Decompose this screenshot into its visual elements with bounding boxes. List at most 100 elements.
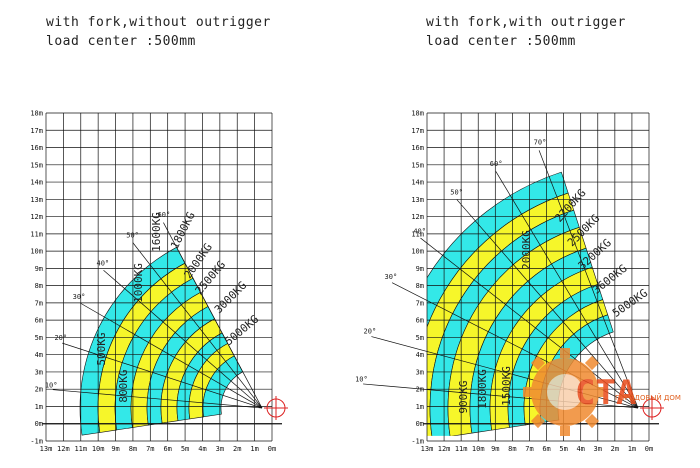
boom-angle-label: 30° bbox=[73, 293, 86, 301]
x-tick-label: 2m bbox=[233, 445, 241, 453]
y-tick-label: 7m bbox=[35, 299, 43, 307]
y-tick-label: 14m bbox=[411, 179, 424, 187]
load-chart-without-outrigger: with fork,without outrigger load center … bbox=[30, 15, 288, 453]
y-tick-label: 10m bbox=[411, 248, 424, 256]
load-zone-label: 500KG bbox=[95, 332, 108, 365]
y-tick-label: 10m bbox=[30, 248, 43, 256]
load-chart-svg: 18m 17m 16m 15m 14m 13m 12m 11m 10m 9m 8m 7m 6m 5m 4m 3… bbox=[30, 110, 288, 453]
boom-angle-label: 10° bbox=[45, 381, 58, 389]
y-tick-label: 2m bbox=[416, 386, 424, 394]
x-tick-label: 4m bbox=[576, 445, 584, 453]
y-tick-label: 16m bbox=[411, 144, 424, 152]
y-tick-label: 18m bbox=[30, 110, 43, 118]
boom-angle-label: 20° bbox=[54, 334, 67, 342]
y-tick-label: -1m bbox=[30, 438, 43, 446]
x-tick-label: 8m bbox=[129, 445, 137, 453]
y-tick-label: 15m bbox=[411, 161, 424, 169]
x-tick-label: 7m bbox=[146, 445, 154, 453]
x-tick-label: 0m bbox=[645, 445, 653, 453]
x-tick-label: 3m bbox=[594, 445, 602, 453]
y-tick-label: 17m bbox=[30, 127, 43, 135]
boom-angle-line bbox=[103, 269, 263, 409]
x-tick-label: 12m bbox=[438, 445, 451, 453]
load-zone-label: 800KG bbox=[117, 369, 130, 402]
x-tick-label: 8m bbox=[508, 445, 516, 453]
y-tick-label: 12m bbox=[30, 213, 43, 221]
boom-angle-line bbox=[79, 302, 263, 409]
boom-angle-line bbox=[495, 171, 639, 409]
y-tick-label: 8m bbox=[35, 282, 43, 290]
y-tick-label: 13m bbox=[411, 196, 424, 204]
chart-title: with fork,with outrigger bbox=[426, 15, 626, 30]
gear-logo-icon: СТА bbox=[523, 348, 636, 436]
y-tick-label: 2m bbox=[35, 386, 43, 394]
x-tick-label: 9m bbox=[491, 445, 499, 453]
y-tick-label: 11m bbox=[411, 230, 424, 238]
x-tick-label: 7m bbox=[525, 445, 533, 453]
y-tick-label: 9m bbox=[35, 265, 43, 273]
boom-angle-label: 40° bbox=[413, 228, 426, 236]
x-tick-label: 0m bbox=[268, 445, 276, 453]
watermark-logo: СТА ГОРОДОВЫЙ ДОМ bbox=[523, 342, 693, 442]
x-tick-label: 13m bbox=[421, 445, 434, 453]
chart-root: 18m 17m 16m 15m 14m 13m 12m 11m 10m 9m 8m 7m 6m 5m 4m 3… bbox=[355, 110, 664, 453]
load-zone-band bbox=[427, 171, 569, 329]
y-tick-label: 9m bbox=[416, 265, 424, 273]
load-zone-label: 3000KG bbox=[212, 279, 249, 316]
y-tick-label: 17m bbox=[411, 127, 424, 135]
y-tick-label: 4m bbox=[416, 351, 424, 359]
boom-angle-line bbox=[456, 199, 639, 409]
load-zone-label: 1000KG bbox=[132, 263, 145, 303]
x-tick-label: 1m bbox=[250, 445, 258, 453]
y-tick-label: 15m bbox=[30, 161, 43, 169]
y-tick-label: 0m bbox=[35, 420, 43, 428]
y-tick-label: 7m bbox=[416, 299, 424, 307]
load-zone-label: 1600KG bbox=[150, 212, 163, 252]
x-tick-label: 10m bbox=[472, 445, 485, 453]
y-tick-label: -1m bbox=[411, 438, 424, 446]
load-zone-label: 1500KG bbox=[500, 366, 513, 406]
x-tick-label: 5m bbox=[181, 445, 189, 453]
x-tick-label: 6m bbox=[542, 445, 550, 453]
x-tick-label: 10m bbox=[92, 445, 105, 453]
y-tick-label: 4m bbox=[35, 351, 43, 359]
load-chart-svg: 18m 17m 16m 15m 14m 13m 12m 11m 10m 9m 8m 7m 6m 5m 4m 3… bbox=[355, 110, 664, 453]
chart-title: with fork,without outrigger bbox=[46, 15, 271, 30]
load-zone-label: 1800KG bbox=[476, 369, 489, 409]
y-tick-label: 1m bbox=[35, 403, 43, 411]
y-tick-label: 3m bbox=[35, 368, 43, 376]
x-tick-label: 6m bbox=[163, 445, 171, 453]
boom-angle-label: 30° bbox=[385, 273, 398, 281]
x-tick-label: 3m bbox=[216, 445, 224, 453]
x-tick-label: 12m bbox=[57, 445, 70, 453]
boom-angle-label: 20° bbox=[364, 328, 377, 336]
y-tick-label: 6m bbox=[416, 317, 424, 325]
x-tick-label: 5m bbox=[559, 445, 567, 453]
boom-angle-line bbox=[52, 389, 263, 409]
x-tick-label: 1m bbox=[628, 445, 636, 453]
boom-angle-label: 40° bbox=[96, 260, 109, 268]
load-zone-label: 2000KG bbox=[520, 230, 533, 270]
boom-angle-label: 60° bbox=[490, 160, 503, 168]
boom-angle-line bbox=[163, 222, 263, 409]
load-zone-label: 1800KG bbox=[168, 210, 198, 251]
y-tick-label: 5m bbox=[416, 334, 424, 342]
svg-text:СТА: СТА bbox=[575, 373, 636, 413]
x-tick-label: 13m bbox=[40, 445, 53, 453]
y-tick-label: 0m bbox=[416, 420, 424, 428]
grid bbox=[45, 112, 273, 442]
y-tick-label: 8m bbox=[416, 282, 424, 290]
y-tick-label: 1m bbox=[416, 403, 424, 411]
load-zone-label: 900KG bbox=[457, 380, 470, 413]
boom-angle-line bbox=[62, 342, 263, 409]
boom-angle-line bbox=[420, 237, 639, 409]
y-tick-label: 3m bbox=[416, 368, 424, 376]
boom-angle-label: 60° bbox=[158, 211, 171, 219]
load-chart-with-outrigger: with fork,with outrigger load center :50… bbox=[350, 0, 700, 468]
boom-angle-label: 10° bbox=[355, 376, 368, 384]
x-tick-label: 11m bbox=[455, 445, 468, 453]
boom-angle-label: 50° bbox=[450, 189, 463, 197]
chart-subtitle: load center :500mm bbox=[426, 34, 576, 49]
y-tick-label: 12m bbox=[411, 213, 424, 221]
boom-angle-label: 70° bbox=[534, 139, 547, 147]
